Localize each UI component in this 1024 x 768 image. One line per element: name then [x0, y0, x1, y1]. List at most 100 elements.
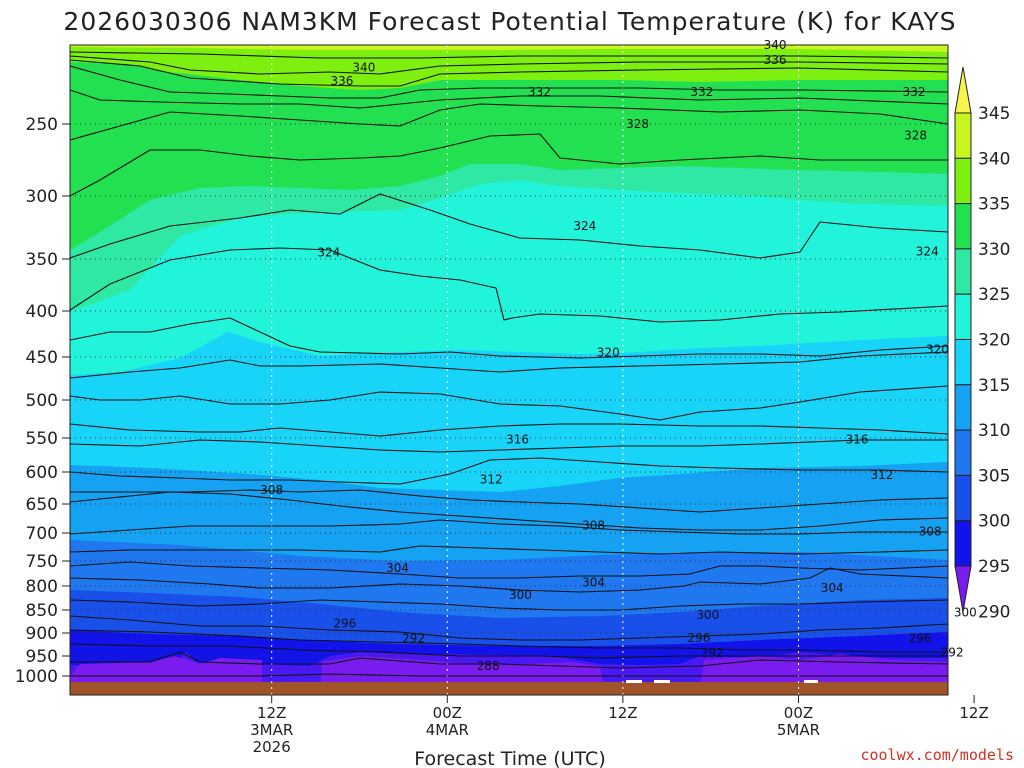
colorbar-label: 345 [978, 104, 1010, 124]
x-tick-label: 3MAR [250, 721, 293, 739]
colorbar-label: 290 [978, 602, 1010, 622]
y-tick-label: 600 [26, 463, 58, 483]
colorbar-segment-5 [954, 339, 972, 386]
colorbar-segment-7 [954, 429, 972, 476]
y-tick-label: 400 [26, 302, 58, 322]
colorbar-bottom-arrow [954, 565, 972, 613]
contour-label-312: 312 [480, 473, 503, 487]
isentrope-25 [70, 651, 948, 669]
isentrope-18 [70, 545, 948, 555]
colorbar-label: 300 [978, 512, 1010, 532]
contour-label-288: 288 [477, 659, 500, 673]
x-tick-label: 5MAR [777, 721, 820, 739]
colorbar-label: 320 [978, 331, 1010, 351]
isentrope-9 [70, 317, 948, 359]
contour-label-336: 336 [330, 74, 353, 88]
colorbar-segment-9 [954, 520, 972, 567]
x-axis-label: Forecast Time (UTC) [414, 748, 605, 768]
contour-label-312: 312 [870, 468, 893, 482]
contour-label-324: 324 [916, 244, 939, 258]
contour-label-340: 340 [352, 61, 375, 75]
chart-title: 2026030306 NAM3KM Forecast Potential Tem… [63, 7, 956, 36]
y-tick-label: 500 [26, 391, 58, 411]
isentrope-3 [70, 65, 948, 99]
ground-mark-3 [804, 680, 818, 683]
contour-label-292: 292 [941, 645, 964, 659]
colorbar-label: 330 [978, 240, 1010, 260]
isentrope-1 [70, 55, 948, 75]
isentrope-22 [70, 615, 948, 641]
y-tick-label: 950 [26, 647, 58, 667]
isentrope-6 [70, 133, 948, 197]
contour-label-308: 308 [582, 518, 605, 532]
colorbar-label: 305 [978, 466, 1010, 486]
contour-label-316: 316 [846, 432, 869, 446]
contour-label-308: 308 [919, 524, 942, 538]
isentrope-5 [70, 103, 948, 141]
colorbar-segment-0 [954, 112, 972, 159]
y-tick-label: 650 [26, 495, 58, 515]
y-tick-label: 250 [26, 115, 58, 135]
contour-label-296: 296 [908, 632, 931, 646]
isentrope-lines [70, 51, 948, 677]
contour-label-300: 300 [696, 608, 719, 622]
contour-label-332: 332 [903, 85, 926, 99]
isentrope-10 [70, 351, 948, 379]
colorbar-label: 315 [978, 376, 1010, 396]
colorbar-label: 295 [978, 557, 1010, 577]
isentrope-12 [70, 423, 948, 437]
contour-label-332: 332 [528, 85, 551, 99]
contour-label-336: 336 [764, 53, 787, 67]
x-tick-label: 00Z [433, 704, 462, 722]
x-tick-label: 4MAR [426, 721, 469, 739]
y-tick-label: 550 [26, 429, 58, 449]
contour-label-328: 328 [626, 117, 649, 131]
isentrope-16 [70, 491, 948, 531]
isentrope-0 [70, 51, 948, 59]
contour-label-292: 292 [701, 646, 724, 660]
contour-label-332: 332 [690, 85, 713, 99]
isentrope-24 [70, 643, 948, 659]
isentrope-20 [70, 567, 948, 593]
band-above-340 [70, 45, 948, 52]
contour-label-320: 320 [597, 345, 620, 359]
ground-layer [70, 680, 948, 695]
colorbar-segment-1 [954, 157, 972, 205]
x-tick-label: 12Z [608, 704, 637, 722]
isentrope-7 [70, 193, 948, 259]
contour-label-300: 300 [509, 588, 532, 602]
isentrope-15 [70, 489, 948, 513]
y-tick-label: 300 [26, 187, 58, 207]
colorbar-top-arrow [954, 66, 972, 114]
isentrope-13 [70, 439, 948, 453]
credit-text: coolwx.com/models [860, 746, 1014, 764]
x-tick-label: 12Z [959, 704, 988, 722]
plot-frame [69, 44, 949, 696]
y-axis: 250 300 350 400 450 500 550 600 650 700 750 800 850 9… [15, 115, 70, 687]
contour-label-296: 296 [333, 616, 356, 630]
y-tick-label: 450 [26, 348, 58, 368]
colorbar: 345 340 335 330 325 320 315 310 305 300 295 290 [954, 66, 1010, 622]
isentrope-4 [70, 89, 948, 109]
isentrope-21 [70, 599, 948, 611]
contour-label-308: 308 [260, 483, 283, 497]
colorbar-label: 340 [978, 149, 1010, 169]
isentrope-26 [70, 673, 948, 677]
band-below-290-1 [320, 656, 604, 690]
contour-label-292: 292 [402, 632, 425, 646]
ground-bar [70, 682, 948, 695]
colorbar-segment-2 [954, 203, 972, 250]
colorbar-label: 335 [978, 195, 1010, 215]
contour-label-304: 304 [582, 576, 605, 590]
isentrope-2 [70, 59, 948, 87]
contour-label-296: 296 [688, 631, 711, 645]
band-below-290-0 [70, 656, 262, 690]
y-tick-label: 1000 [15, 667, 58, 687]
contour-label-324: 324 [317, 246, 340, 260]
colorbar-segment-4 [954, 293, 972, 341]
contour-label-320: 320 [926, 343, 949, 357]
contour-label-316: 316 [506, 432, 529, 446]
